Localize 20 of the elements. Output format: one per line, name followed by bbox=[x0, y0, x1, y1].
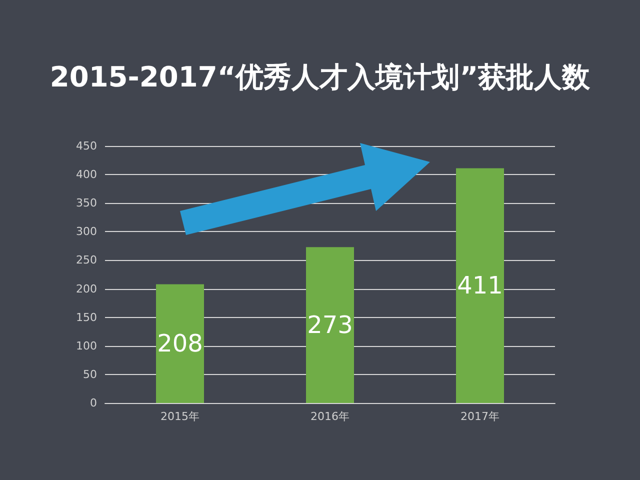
data-label: 208 bbox=[157, 330, 203, 358]
data-label: 411 bbox=[457, 272, 503, 300]
y-tick-label: 150 bbox=[76, 310, 97, 324]
y-tick-label: 50 bbox=[83, 368, 97, 381]
y-tick-label: 250 bbox=[76, 254, 97, 267]
x-tick-label: 2017年 bbox=[460, 410, 500, 423]
y-tick-label: 0 bbox=[90, 396, 97, 410]
data-label: 273 bbox=[307, 311, 353, 340]
y-tick-label: 300 bbox=[76, 225, 97, 238]
y-tick-label: 450 bbox=[76, 140, 97, 152]
x-tick-label: 2015年 bbox=[160, 410, 200, 423]
bar bbox=[306, 247, 354, 403]
y-tick-label: 400 bbox=[76, 168, 97, 182]
bar bbox=[456, 168, 504, 403]
x-tick-label: 2016年 bbox=[310, 410, 350, 423]
y-tick-label: 350 bbox=[76, 196, 97, 210]
y-tick-label: 200 bbox=[76, 282, 97, 296]
bar bbox=[156, 284, 204, 403]
chart-title: 2015-2017“优秀人才入境计划”获批人数 bbox=[50, 60, 592, 94]
y-tick-label: 100 bbox=[76, 339, 97, 352]
